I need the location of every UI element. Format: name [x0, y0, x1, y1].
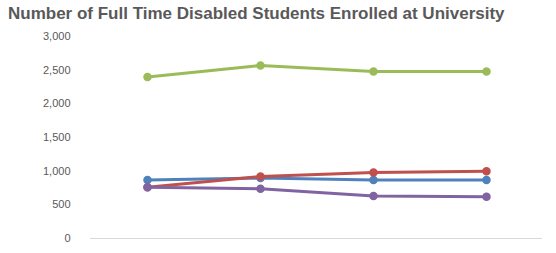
svg-text:2,000: 2,000 — [43, 97, 71, 109]
svg-text:1,500: 1,500 — [43, 131, 71, 143]
svg-text:3,000: 3,000 — [43, 30, 71, 42]
svg-text:500: 500 — [52, 198, 70, 210]
svg-text:2,500: 2,500 — [43, 64, 71, 76]
svg-text:1,000: 1,000 — [43, 165, 71, 177]
html-text:Number of Full Time Disabled S: Number of Full Time Disabled Students En… — [8, 4, 505, 23]
svg-text:0: 0 — [64, 232, 70, 244]
